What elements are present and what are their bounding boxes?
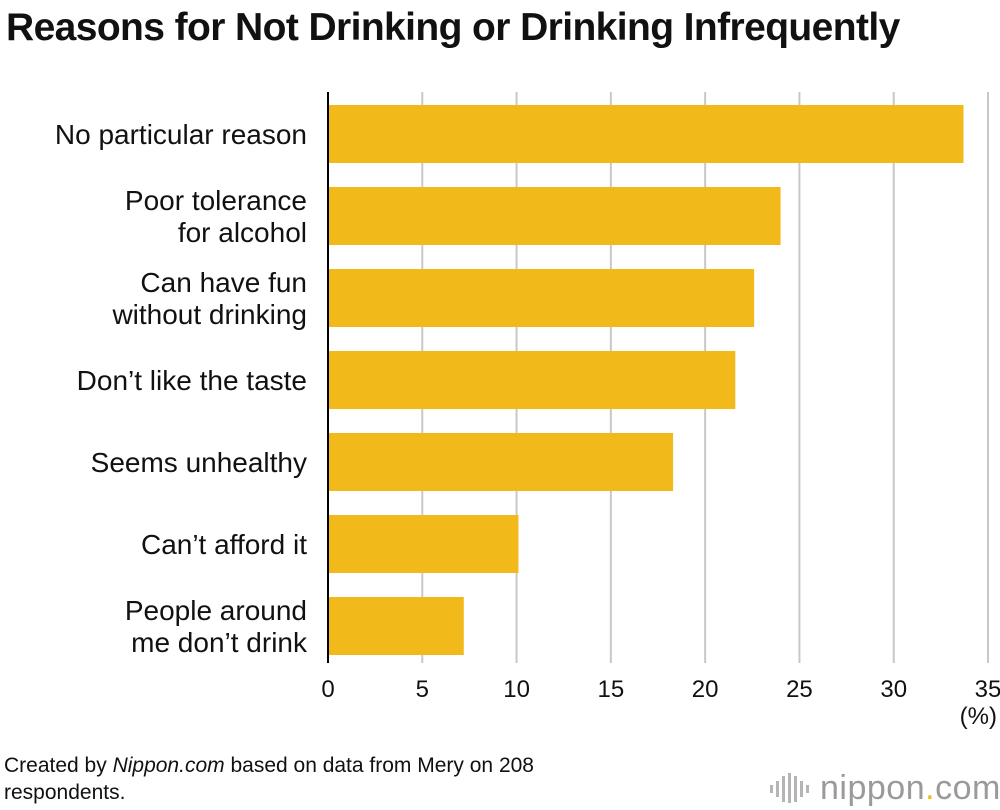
logo-name: nippon bbox=[820, 768, 926, 807]
bars bbox=[328, 105, 964, 655]
category-label: Can’t afford it bbox=[141, 529, 307, 560]
x-tick-label: 25 bbox=[786, 676, 813, 703]
category-label: People around bbox=[125, 595, 307, 626]
category-label: for alcohol bbox=[178, 217, 307, 248]
category-label: Seems unhealthy bbox=[91, 447, 307, 478]
x-tick-labels: 0 5 10 15 20 25 30 35 bbox=[321, 676, 1000, 703]
source-note: Created by Nippon.com based on data from… bbox=[4, 752, 604, 806]
bar bbox=[328, 351, 736, 409]
source-site: Nippon.com bbox=[112, 754, 225, 777]
unit-label: (%) bbox=[960, 703, 997, 730]
category-label: without drinking bbox=[111, 299, 307, 330]
source-prefix: Created by bbox=[4, 754, 113, 777]
chart-title: Reasons for Not Drinking or Drinking Inf… bbox=[6, 6, 900, 49]
category-label: Poor tolerance bbox=[125, 185, 307, 216]
category-label: Don’t like the taste bbox=[77, 365, 307, 396]
x-tick-label: 10 bbox=[503, 676, 530, 703]
x-tick-label: 20 bbox=[692, 676, 719, 703]
x-tick-label: 15 bbox=[598, 676, 625, 703]
nippon-logo: nippon.com bbox=[768, 769, 1000, 808]
bar bbox=[328, 187, 781, 245]
x-tick-label: 5 bbox=[416, 676, 429, 703]
source-suffix: based on data from Mery on 208 responden… bbox=[4, 754, 534, 804]
category-label: Can have fun bbox=[140, 267, 307, 298]
x-tick-label: 30 bbox=[880, 676, 907, 703]
x-tick-label: 0 bbox=[321, 676, 334, 703]
logo-suffix: com bbox=[935, 768, 1000, 807]
logo-text: nippon.com bbox=[820, 769, 1000, 808]
bar bbox=[328, 597, 464, 655]
x-tick-label: 35 bbox=[975, 676, 1000, 703]
bar bbox=[328, 515, 519, 573]
logo-mark-icon bbox=[770, 773, 809, 803]
category-label: me don’t drink bbox=[131, 627, 308, 658]
bar bbox=[328, 105, 964, 163]
logo-dot: . bbox=[925, 768, 936, 807]
bar bbox=[328, 269, 755, 327]
category-label: No particular reason bbox=[55, 119, 307, 150]
bar bbox=[328, 433, 674, 491]
